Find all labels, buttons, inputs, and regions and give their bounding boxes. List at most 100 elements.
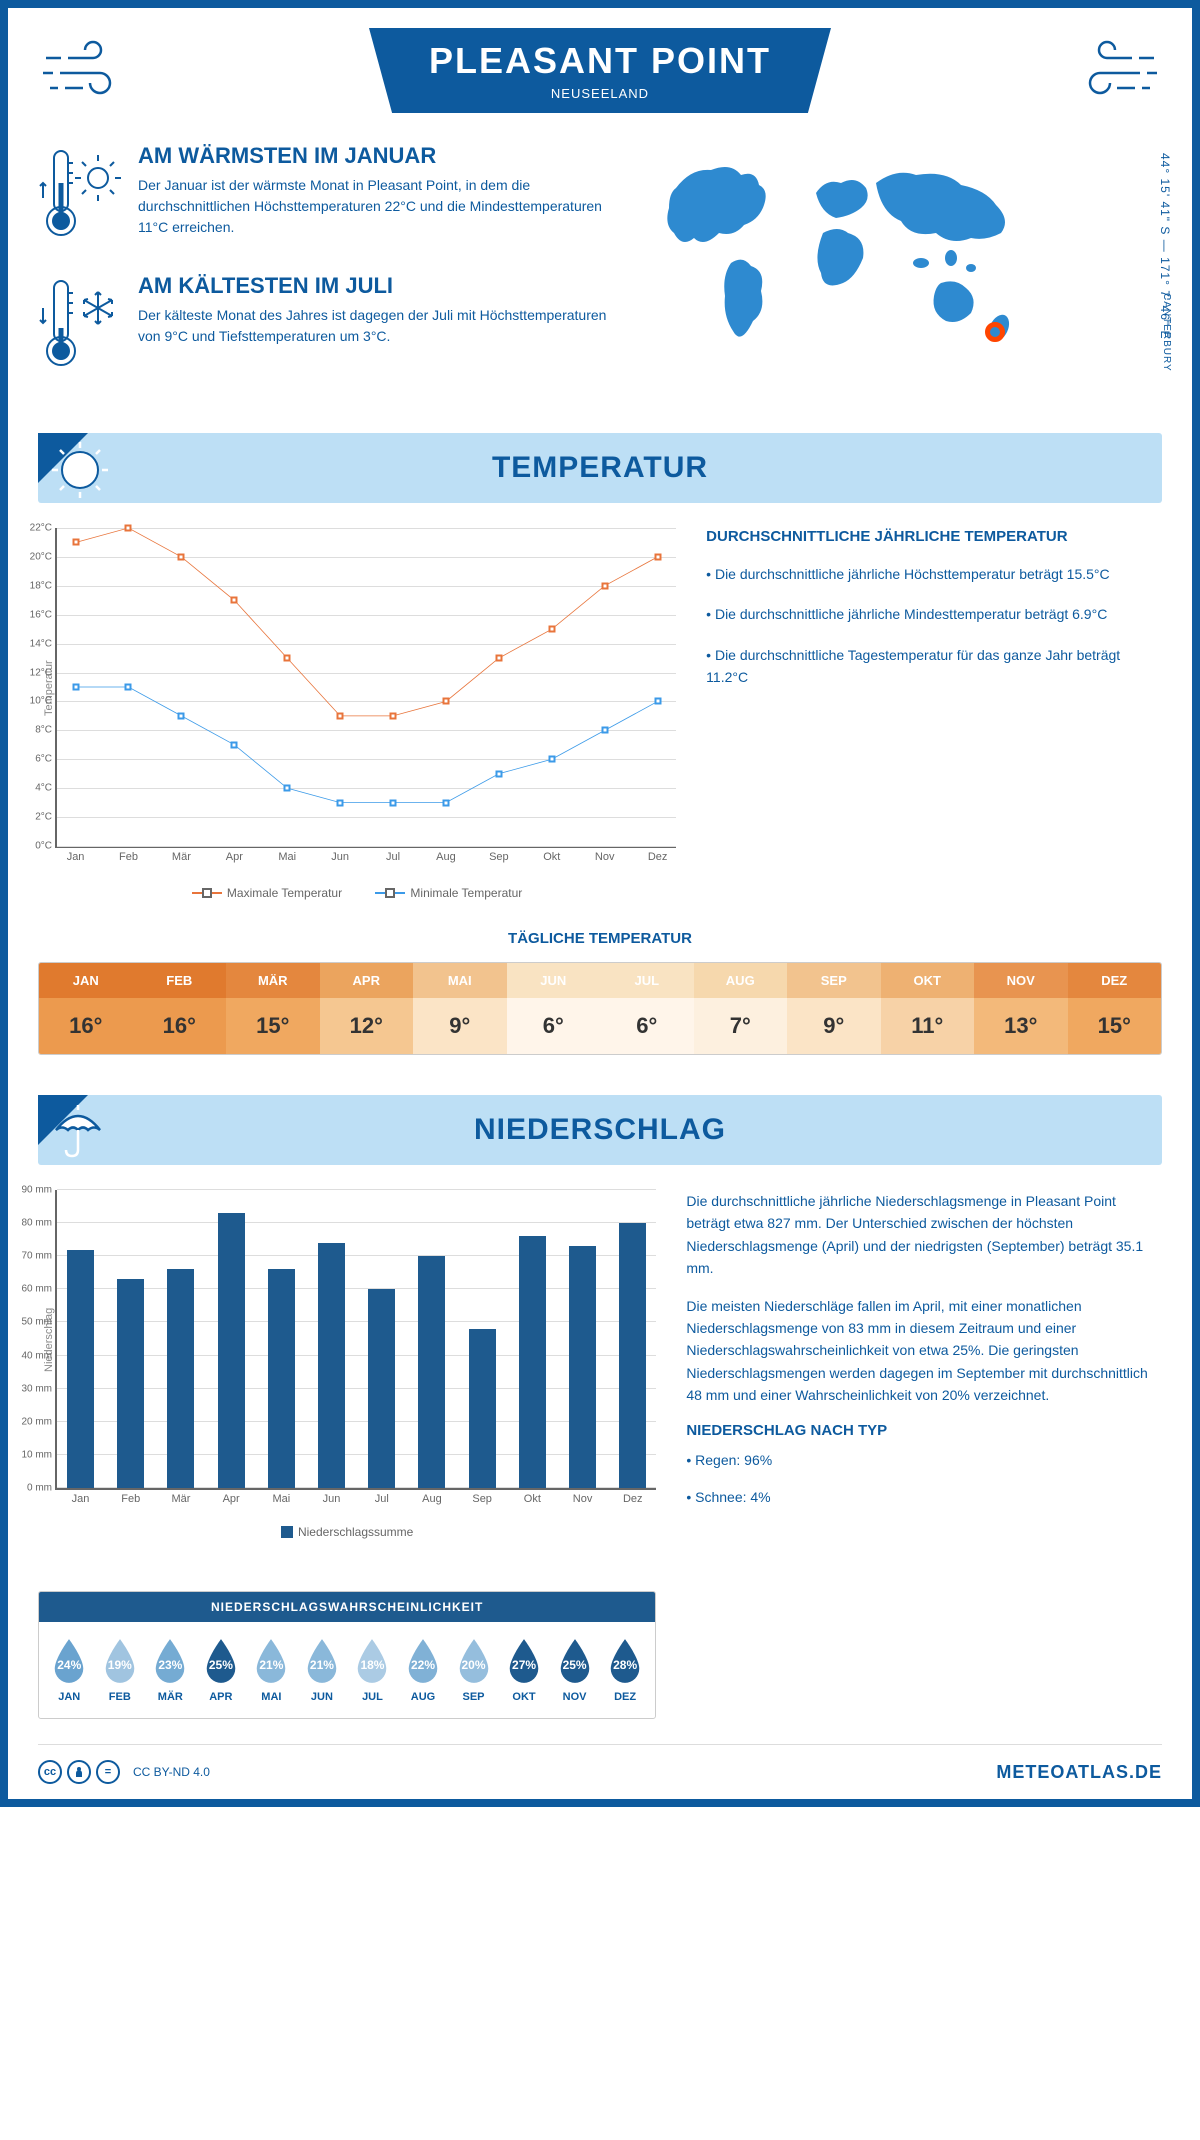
drop-cell: 27%OKT: [499, 1637, 550, 1703]
legend-precip: Niederschlagssumme: [298, 1525, 413, 1539]
y-tick: 0 mm: [27, 1483, 52, 1494]
precipitation-probability-panel: NIEDERSCHLAGSWAHRSCHEINLICHKEIT 24%JAN19…: [38, 1591, 656, 1719]
y-tick: 16°C: [30, 609, 52, 620]
drop-percent: 21%: [310, 1658, 334, 1672]
daily-value: 15°: [226, 998, 320, 1054]
drop-percent: 20%: [462, 1658, 486, 1672]
x-tick: Mai: [278, 851, 296, 863]
temp-bullet: • Die durchschnittliche Tagestemperatur …: [706, 644, 1162, 689]
y-tick: 20 mm: [21, 1416, 52, 1427]
x-tick: Dez: [648, 851, 668, 863]
drop-cell: 19%FEB: [95, 1637, 146, 1703]
data-point: [442, 698, 449, 705]
x-tick: Aug: [436, 851, 456, 863]
data-point: [601, 727, 608, 734]
daily-month: JUN: [507, 963, 601, 998]
data-point: [231, 741, 238, 748]
daily-temperature-table: TÄGLICHE TEMPERATUR JAN16°FEB16°MÄR15°AP…: [38, 930, 1162, 1055]
daily-cell: MÄR15°: [226, 963, 320, 1054]
data-point: [601, 582, 608, 589]
sun-icon: [48, 438, 113, 511]
bar: Aug: [418, 1256, 445, 1488]
daily-cell: NOV13°: [974, 963, 1068, 1054]
drop-percent: 27%: [512, 1658, 536, 1672]
world-map: [641, 143, 1061, 373]
wind-icon: [1062, 38, 1162, 113]
page-title: PLEASANT POINT: [429, 40, 771, 82]
bar: Jan: [67, 1250, 94, 1488]
y-tick: 18°C: [30, 580, 52, 591]
daily-value: 13°: [974, 998, 1068, 1054]
raindrop-icon: 27%: [505, 1637, 543, 1685]
x-tick: Mai: [272, 1493, 290, 1505]
daily-month: JAN: [39, 963, 133, 998]
data-point: [178, 712, 185, 719]
header: PLEASANT POINT NEUSEELAND: [38, 28, 1162, 113]
daily-cell: SEP9°: [787, 963, 881, 1054]
y-axis-label: Niederschlag: [38, 1190, 55, 1490]
daily-month: OKT: [881, 963, 975, 998]
daily-cell: MAI9°: [413, 963, 507, 1054]
raindrop-icon: 21%: [252, 1637, 290, 1685]
daily-month: DEZ: [1068, 963, 1162, 998]
y-tick: 80 mm: [21, 1218, 52, 1229]
bar: Mär: [167, 1269, 194, 1488]
drop-percent: 21%: [259, 1658, 283, 1672]
drop-month: APR: [196, 1691, 247, 1703]
thermometer-sun-icon: [38, 143, 123, 248]
warmest-title: AM WÄRMSTEN IM JANUAR: [138, 143, 611, 169]
y-tick: 50 mm: [21, 1317, 52, 1328]
wind-icon: [38, 38, 138, 113]
daily-cell: JUN6°: [507, 963, 601, 1054]
drop-month: SEP: [448, 1691, 499, 1703]
drop-percent: 22%: [411, 1658, 435, 1672]
y-tick: 12°C: [30, 667, 52, 678]
temperature-chart: Temperatur 0°C2°C4°C6°C8°C10°C12°C14°C16…: [38, 528, 676, 848]
x-tick: Apr: [223, 1493, 240, 1505]
daily-cell: APR12°: [320, 963, 414, 1054]
raindrop-icon: 20%: [455, 1637, 493, 1685]
precip-prob-title: NIEDERSCHLAGSWAHRSCHEINLICHKEIT: [39, 1592, 655, 1622]
data-point: [125, 684, 132, 691]
data-point: [654, 698, 661, 705]
drop-cell: 23%MÄR: [145, 1637, 196, 1703]
data-point: [337, 712, 344, 719]
data-point: [654, 553, 661, 560]
bar: Apr: [218, 1213, 245, 1488]
daily-value: 7°: [694, 998, 788, 1054]
warmest-text: Der Januar ist der wärmste Monat in Plea…: [138, 175, 611, 238]
x-tick: Dez: [623, 1493, 643, 1505]
y-tick: 6°C: [35, 754, 52, 765]
precip-para1: Die durchschnittliche jährliche Niedersc…: [686, 1190, 1162, 1280]
daily-cell: OKT11°: [881, 963, 975, 1054]
daily-cell: JUL6°: [600, 963, 694, 1054]
temp-desc-title: DURCHSCHNITTLICHE JÄHRLICHE TEMPERATUR: [706, 528, 1162, 545]
banner-title: NIEDERSCHLAG: [474, 1113, 726, 1146]
x-tick: Jul: [386, 851, 400, 863]
y-tick: 22°C: [30, 523, 52, 534]
daily-cell: JAN16°: [39, 963, 133, 1054]
y-tick: 90 mm: [21, 1185, 52, 1196]
x-tick: Nov: [595, 851, 615, 863]
y-tick: 10 mm: [21, 1449, 52, 1460]
daily-month: MÄR: [226, 963, 320, 998]
daily-value: 15°: [1068, 998, 1162, 1054]
raindrop-icon: 28%: [606, 1637, 644, 1685]
daily-month: NOV: [974, 963, 1068, 998]
temp-bullet: • Die durchschnittliche jährliche Höchst…: [706, 563, 1162, 585]
bar: Feb: [117, 1279, 144, 1488]
bar: Nov: [569, 1246, 596, 1488]
daily-month: MAI: [413, 963, 507, 998]
drop-percent: 23%: [158, 1658, 182, 1672]
y-tick: 8°C: [35, 725, 52, 736]
daily-value: 12°: [320, 998, 414, 1054]
x-tick: Aug: [422, 1493, 442, 1505]
y-tick: 60 mm: [21, 1284, 52, 1295]
bar: Sep: [469, 1329, 496, 1488]
bar: Jun: [318, 1243, 345, 1488]
x-tick: Apr: [226, 851, 243, 863]
legend-max: Maximale Temperatur: [227, 886, 342, 900]
drop-cell: 21%MAI: [246, 1637, 297, 1703]
y-tick: 0°C: [35, 841, 52, 852]
raindrop-icon: 25%: [202, 1637, 240, 1685]
